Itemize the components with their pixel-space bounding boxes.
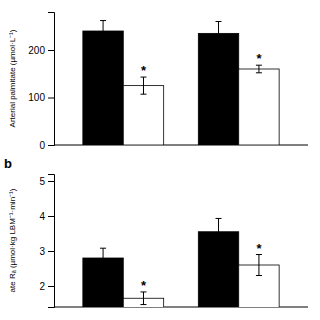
y-tick: 5 [39,176,54,187]
error-bar-stem [103,21,104,42]
y-tick: 4 [39,211,54,222]
y-axis-line [48,175,55,308]
y-tick: 0 [39,140,54,151]
bar-series [123,65,279,145]
bar-series [123,255,279,308]
plot-area [83,218,279,307]
y-tick-mark [48,181,54,182]
error-bar-cap [216,45,222,46]
y-tick-mark [48,98,54,99]
panel: 0 100 200 * * [28,13,308,151]
error-bar-stem [143,77,144,94]
error-bar-cap [256,275,262,276]
y-tick-label: 0 [39,140,45,151]
error-bar-stem [258,65,259,73]
error-bar-cap [256,72,262,73]
y-tick-mark [48,216,54,217]
error-bar [140,292,146,305]
y-tick-label: 100 [28,92,45,103]
y-tick: 2 [39,281,54,292]
y-tick-mark [48,251,54,252]
error-bar-stem [218,218,219,245]
error-bar-cap [216,218,222,219]
error-bar-cap [100,41,106,42]
error-bar-stem [218,22,219,46]
error-bar-cap [140,94,146,95]
bar [239,69,279,145]
error-bar-cap [100,20,106,21]
y-tick-label: 3 [39,246,45,257]
error-bar-cap [100,267,106,268]
chart-root: 0 100 200 * * Arterial palmitate (µmol·L⁻¹) 2 3… [0,0,320,320]
error-bar-cap [216,21,222,22]
error-bar [140,77,146,94]
error-bar [256,255,262,276]
error-bar-stem [258,255,259,276]
error-bar [216,218,222,245]
y-axis-title: Arterial palmitate (µmol·L⁻¹) [8,29,17,127]
bar [198,33,238,145]
y-axis: 2 3 4 5 [39,175,54,308]
y-tick-label: 200 [28,45,45,56]
error-bar [100,21,106,42]
plot-area [83,21,279,145]
annotation: * [141,63,147,78]
error-bar [216,22,222,46]
annotation: * [256,241,262,256]
panel-title: b [4,156,12,171]
y-tick-label: 4 [39,211,45,222]
y-axis: 0 100 200 [28,13,54,151]
error-bar-cap [100,248,106,249]
y-tick-label: 2 [39,281,45,292]
y-tick-mark [48,286,54,287]
y-axis-line [48,13,55,146]
y-tick: 200 [28,45,54,56]
y-tick-mark [48,50,54,51]
error-bar-cap [140,304,146,305]
error-bar-stem [103,248,104,268]
y-tick: 3 [39,246,54,257]
error-bar [256,65,262,73]
bar [83,31,123,145]
bar [123,86,163,145]
y-axis-title: ate Rₐ (µmol·kg LBM⁻¹·min⁻¹) [8,188,17,292]
panel: 2 3 4 5 * * [39,175,308,320]
y-tick-mark [48,145,54,146]
error-bar-cap [216,245,222,246]
y-tick-label: 5 [39,176,45,187]
annotation: * [256,51,262,66]
bar-series [83,21,239,145]
y-tick: 100 [28,92,54,103]
bar-series [83,218,239,307]
error-bar [100,248,106,268]
annotation: * [141,278,147,293]
error-bar-stem [143,292,144,305]
